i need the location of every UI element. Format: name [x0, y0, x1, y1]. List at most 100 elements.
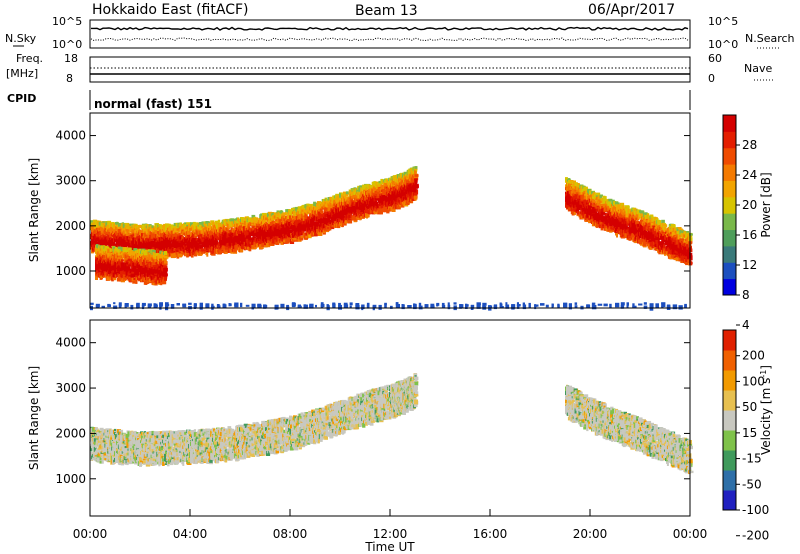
data-cell [161, 238, 165, 241]
data-cell [170, 224, 175, 229]
data-cell [282, 225, 285, 230]
data-cell [163, 246, 167, 250]
data-cell [298, 219, 303, 222]
data-cell [181, 236, 184, 241]
data-cell [101, 240, 105, 244]
data-cell [286, 226, 291, 230]
data-cell [271, 216, 275, 220]
data-cell [366, 213, 370, 218]
data-cell [385, 200, 389, 204]
data-cell [382, 190, 385, 195]
nsearch-label: N.Search [745, 32, 795, 45]
data-cell [295, 223, 300, 228]
data-cell [293, 229, 297, 233]
data-cell [267, 224, 271, 230]
data-cell [331, 204, 334, 208]
data-cell [308, 234, 312, 239]
data-cell [218, 247, 221, 251]
data-cell [197, 226, 200, 230]
data-cell [279, 219, 282, 225]
data-cell [309, 209, 314, 214]
data-cell [317, 211, 320, 216]
data-cell [352, 201, 357, 206]
data-cell [205, 221, 209, 224]
data-cell [281, 229, 285, 235]
data-cell [153, 244, 158, 248]
data-cell [187, 230, 190, 235]
data-cell [386, 208, 390, 214]
data-cell [119, 243, 124, 246]
data-cell [341, 203, 345, 208]
data-cell [179, 222, 182, 226]
data-cell [306, 203, 310, 206]
data-cell [319, 208, 323, 213]
data-cell [400, 199, 404, 205]
data-cell [197, 227, 201, 232]
data-cell [94, 241, 98, 245]
data-cell [184, 222, 187, 226]
data-cell [342, 213, 346, 216]
data-cell [234, 220, 237, 225]
data-cell [113, 224, 116, 230]
data-cell [291, 232, 295, 238]
data-cell [208, 222, 211, 226]
data-cell [153, 238, 157, 244]
data-cell [341, 212, 343, 217]
data-cell [237, 240, 241, 244]
data-cell [230, 218, 235, 222]
data-cell [293, 237, 297, 241]
data-cell [108, 229, 111, 232]
data-cell [118, 235, 121, 239]
data-cell [116, 236, 120, 239]
data-cell [228, 233, 231, 236]
data-cell [354, 210, 357, 215]
data-cell [360, 211, 363, 217]
power-data-cells [90, 166, 693, 311]
data-cell [373, 185, 376, 191]
data-cell [399, 178, 403, 181]
data-cell [108, 232, 111, 236]
data-cell [359, 185, 363, 189]
data-cell [217, 219, 221, 222]
data-cell [99, 226, 104, 231]
nsearch-tick-high: 10^5 [708, 15, 738, 28]
data-cell [116, 221, 119, 227]
data-cell [311, 230, 315, 235]
data-cell [173, 224, 177, 229]
data-cell [200, 248, 204, 252]
data-cell [304, 215, 308, 220]
data-cell [301, 209, 305, 213]
data-cell [261, 233, 265, 237]
data-cell [245, 238, 249, 243]
data-cell [288, 239, 292, 243]
data-cell [323, 199, 326, 203]
data-cell [274, 235, 279, 239]
data-cell [222, 230, 227, 235]
data-cell [160, 232, 163, 237]
data-cell [206, 240, 210, 244]
data-cell [384, 195, 388, 199]
nave-tick-high: 60 [708, 52, 722, 65]
data-cell [279, 226, 283, 230]
data-cell [404, 176, 407, 181]
data-cell [235, 244, 239, 250]
data-cell [279, 214, 283, 219]
data-cell [320, 210, 324, 216]
data-cell [407, 199, 410, 205]
data-cell [94, 221, 99, 225]
nave-label: Nave [744, 62, 772, 75]
data-cell [194, 253, 198, 257]
data-cell [255, 217, 259, 220]
data-cell [341, 198, 344, 203]
data-cell [122, 240, 128, 244]
data-cell [168, 233, 173, 238]
data-cell [141, 233, 144, 238]
data-cell [187, 234, 190, 237]
data-cell [143, 242, 148, 247]
data-cell [333, 202, 337, 207]
data-cell [258, 228, 262, 232]
freq-unit: [MHz] [6, 67, 38, 80]
data-cell [365, 190, 369, 193]
data-cell [95, 234, 98, 237]
data-cell [293, 209, 298, 213]
